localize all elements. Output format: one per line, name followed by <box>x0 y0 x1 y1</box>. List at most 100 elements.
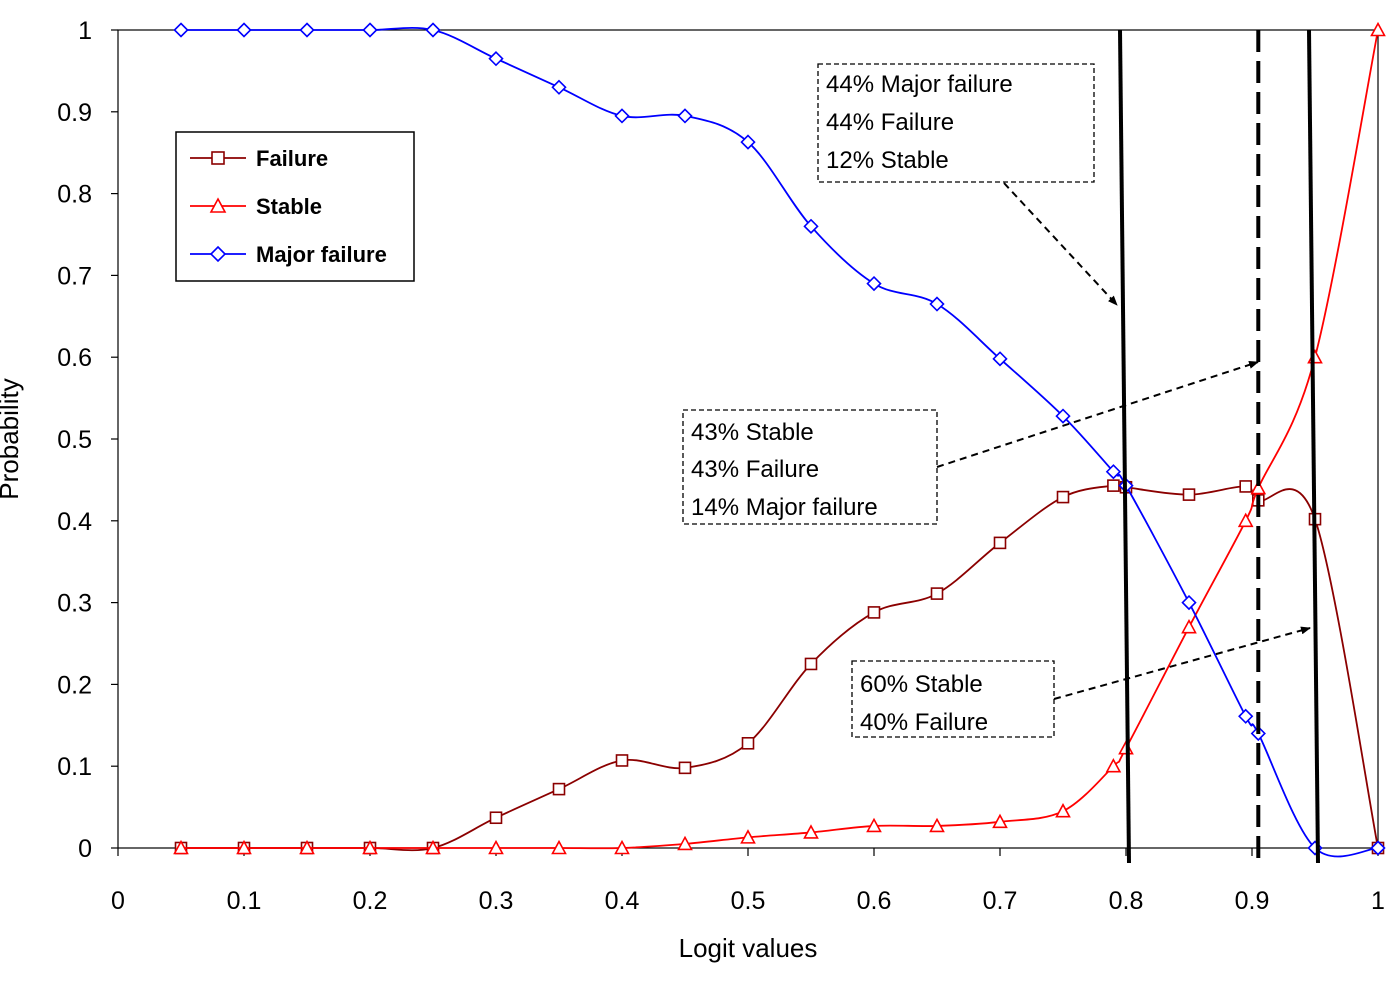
legend-triangle-marker-icon <box>209 197 227 213</box>
data-point <box>362 22 378 38</box>
y-tick-label: 0.7 <box>57 262 92 290</box>
annotation-3-line-2: 40% Failure <box>860 709 988 736</box>
data-point <box>614 839 630 855</box>
legend-item-stable: Stable <box>190 194 322 219</box>
data-point <box>614 108 630 124</box>
data-point <box>1237 512 1254 528</box>
data-point <box>866 817 882 833</box>
vertical-reference-line <box>1307 29 1320 864</box>
data-point <box>615 754 629 767</box>
data-point <box>1250 479 1267 495</box>
legend-item-major-failure: Major failure <box>190 242 387 267</box>
series-stable <box>173 21 1386 855</box>
legend-label-major-failure: Major failure <box>256 242 387 267</box>
data-point <box>677 108 693 124</box>
annotation-1-line-1: 44% Major failure <box>826 71 1013 98</box>
data-point <box>1182 488 1196 501</box>
data-point <box>1181 594 1197 611</box>
data-point <box>425 22 441 38</box>
x-axis-title: Logit values <box>679 933 818 963</box>
annotation-2-line-3: 14% Major failure <box>691 494 878 521</box>
data-point <box>1105 464 1122 480</box>
y-tick-label: 1 <box>78 17 92 45</box>
data-point <box>992 813 1008 829</box>
data-point <box>678 761 692 775</box>
annotation-1-arrow <box>1003 182 1118 306</box>
data-point <box>299 22 315 38</box>
data-point <box>1370 840 1386 856</box>
legend-label-stable: Stable <box>256 194 322 219</box>
y-tick-label: 0.8 <box>57 181 92 209</box>
data-point <box>677 835 693 851</box>
annotation-3-arrow <box>1053 626 1311 700</box>
y-tick-label: 0.9 <box>57 99 92 127</box>
y-tick-label: 0 <box>78 835 92 863</box>
data-point <box>425 839 441 855</box>
data-point <box>1055 408 1071 424</box>
data-point <box>1181 618 1197 634</box>
data-point <box>803 218 819 234</box>
x-tick-label: 0.5 <box>731 887 766 915</box>
data-point <box>552 782 566 796</box>
x-tick-label: 0 <box>111 887 125 915</box>
data-point <box>1107 479 1120 492</box>
data-point <box>489 811 503 825</box>
x-tick-label: 1 <box>1371 887 1385 915</box>
y-tick-label: 0.6 <box>57 344 92 372</box>
y-axis: 0 0.1 0.2 0.3 0.4 0.5 0.6 0.7 0.8 0.9 1 <box>57 17 118 863</box>
annotation-box-1: 44% Major failure 44% Failure 12% Stable <box>817 63 1095 183</box>
x-tick-label: 0.9 <box>1235 887 1270 915</box>
data-point <box>236 22 252 38</box>
data-point <box>993 536 1007 550</box>
vertical-reference-line <box>1118 29 1131 864</box>
annotation-2-line-2: 43% Failure <box>691 456 819 483</box>
x-tick-label: 0.8 <box>1109 887 1144 915</box>
data-point <box>551 79 567 95</box>
data-point <box>929 817 945 833</box>
data-point <box>299 839 315 855</box>
y-tick-label: 0.4 <box>57 508 92 536</box>
data-point <box>488 50 504 67</box>
data-point <box>740 134 756 150</box>
data-point <box>740 829 756 844</box>
y-tick-label: 0.2 <box>57 671 92 699</box>
data-point <box>930 587 944 600</box>
data-point <box>1105 758 1122 773</box>
data-point <box>236 839 252 855</box>
y-tick-label: 0.5 <box>57 426 92 454</box>
x-tick-label: 0.2 <box>353 887 388 915</box>
data-point <box>929 296 945 312</box>
data-point <box>1056 490 1070 504</box>
legend-label-failure: Failure <box>256 146 328 171</box>
x-tick-label: 0.4 <box>605 887 640 915</box>
legend-diamond-marker-icon <box>209 245 227 263</box>
data-point <box>1239 480 1252 493</box>
series-layer <box>173 21 1386 858</box>
series-major-failure <box>173 22 1386 858</box>
data-point <box>362 839 378 855</box>
x-tick-label: 0.7 <box>983 887 1018 915</box>
data-point <box>1238 708 1254 724</box>
annotation-box-2: 43% Stable 43% Failure 14% Major failure <box>682 409 938 525</box>
data-point <box>1370 21 1386 37</box>
data-point <box>741 736 755 750</box>
data-point <box>804 657 818 671</box>
data-point <box>992 351 1008 367</box>
data-point <box>488 839 504 855</box>
vertical-lines <box>1118 29 1320 864</box>
data-point <box>867 606 881 619</box>
data-point <box>866 275 882 292</box>
y-tick-label: 0.3 <box>57 590 92 618</box>
x-axis: 0 0.1 0.2 0.3 0.4 0.5 0.6 0.7 0.8 0.9 1 <box>111 848 1385 915</box>
annotation-3-line-1: 60% Stable <box>860 671 983 698</box>
x-tick-label: 0.3 <box>479 887 514 915</box>
data-point <box>173 22 189 38</box>
annotation-2-line-1: 43% Stable <box>691 419 814 446</box>
data-point <box>551 839 567 855</box>
legend: Failure Stable Major failure <box>175 131 415 282</box>
data-point <box>803 824 819 839</box>
x-tick-label: 0.1 <box>227 887 262 915</box>
annotation-1-line-2: 44% Failure <box>826 109 954 136</box>
x-tick-label: 0.6 <box>857 887 892 915</box>
